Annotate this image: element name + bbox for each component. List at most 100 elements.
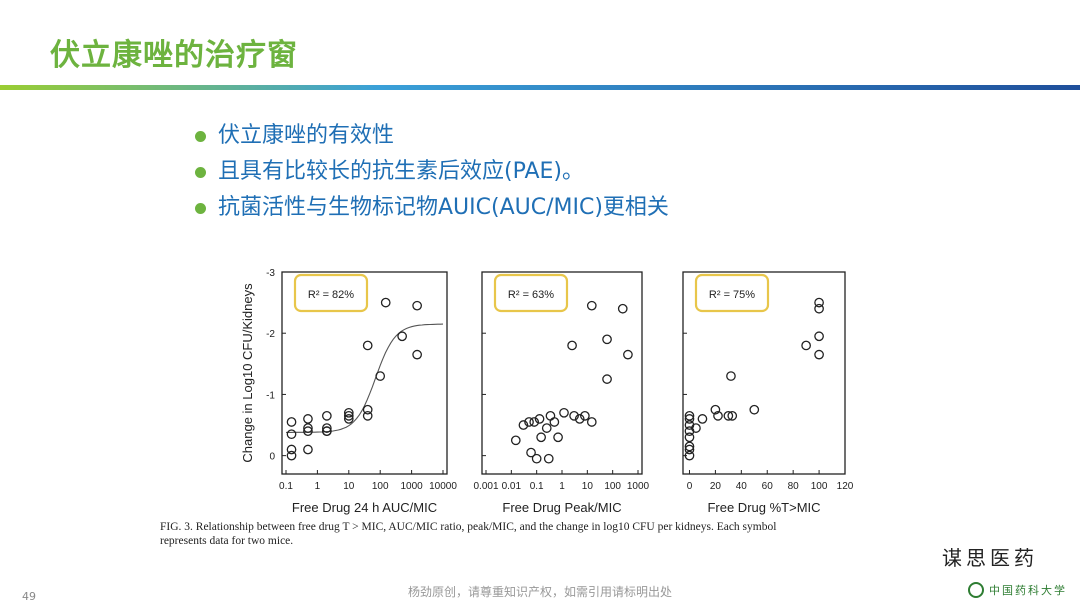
x-tick-label: 80	[788, 481, 800, 492]
data-point	[684, 410, 695, 421]
bullet-item: 抗菌活性与生物标记物AUIC(AUC/MIC)更相关	[195, 190, 669, 226]
data-point	[814, 331, 824, 342]
data-point	[586, 417, 597, 427]
logo-text: 中国药科大学	[989, 584, 1067, 597]
r-squared-label: R² = 82%	[308, 289, 354, 301]
bullet-dot-icon	[195, 166, 206, 178]
data-point	[303, 444, 313, 455]
title-underline-band	[0, 85, 1080, 90]
data-point	[343, 410, 354, 421]
x-tick-label: 100	[372, 481, 389, 492]
r-squared-label: R² = 75%	[709, 289, 755, 301]
data-point	[713, 410, 723, 421]
data-point	[543, 453, 554, 464]
data-point	[303, 414, 313, 424]
data-point	[534, 414, 545, 424]
data-point	[553, 432, 563, 443]
bullet-dot-icon	[195, 130, 206, 142]
data-point	[814, 303, 824, 314]
data-point	[710, 404, 721, 415]
x-tick-label: 10	[343, 481, 355, 492]
data-point	[541, 423, 552, 433]
x-tick-label: 1000	[627, 481, 650, 492]
data-point	[617, 303, 628, 314]
data-point	[362, 410, 373, 421]
data-point	[814, 349, 824, 360]
data-point	[412, 300, 422, 311]
bullet-text: 抗菌活性与生物标记物AUIC(AUC/MIC)更相关	[218, 195, 669, 220]
x-axis-label: Free Drug 24 h AUC/MIC	[292, 500, 437, 515]
data-point	[380, 297, 391, 308]
x-tick-label: 60	[762, 481, 774, 492]
data-point	[623, 349, 633, 360]
bullet-list: 伏立康唑的有效性 且具有比较长的抗生素后效应(PAE)。 抗菌活性与生物标记物A…	[195, 118, 669, 226]
data-point	[580, 410, 590, 421]
r-squared-label: R² = 63%	[508, 289, 554, 301]
data-point	[691, 423, 701, 433]
data-point	[545, 410, 556, 421]
x-tick-label: 0.001	[473, 481, 498, 492]
y-tick-label: -3	[266, 268, 275, 279]
data-point	[602, 374, 612, 384]
plot-frame	[682, 271, 846, 475]
data-point	[322, 410, 332, 421]
bullet-item: 伏立康唑的有效性	[195, 118, 669, 154]
bullet-text: 且具有比较长的抗生素后效应(PAE)。	[218, 159, 584, 184]
data-point	[567, 340, 577, 351]
data-point	[362, 340, 373, 351]
x-tick-label: 20	[710, 481, 722, 492]
x-tick-label: 40	[736, 481, 748, 492]
data-point	[518, 420, 529, 430]
data-point	[602, 334, 612, 345]
data-point	[684, 444, 695, 455]
data-point	[814, 297, 824, 308]
caption-line: FIG. 3. Relationship between free drug T…	[160, 521, 777, 533]
data-point	[801, 340, 811, 351]
r-squared-box	[293, 273, 369, 313]
copyright-note: 杨劲原创，请尊重知识产权，如需引用请标明出处	[407, 585, 672, 599]
y-axis-label: Change in Log10 CFU/Kidneys	[240, 283, 255, 463]
data-point	[524, 417, 534, 427]
x-tick-label: 1	[559, 481, 565, 492]
data-point	[559, 407, 569, 418]
data-point	[697, 414, 708, 424]
data-point	[286, 429, 297, 440]
x-tick-label: 1000	[400, 481, 423, 492]
y-tick-label: -1	[266, 390, 275, 401]
figure-caption: FIG. 3. Relationship between free drug T…	[160, 520, 940, 548]
data-point	[684, 450, 695, 461]
data-point	[286, 450, 297, 461]
bullet-item: 且具有比较长的抗生素后效应(PAE)。	[195, 154, 669, 190]
y-tick-label: 0	[269, 452, 275, 463]
x-tick-label: 100	[604, 481, 621, 492]
data-point	[529, 417, 540, 427]
data-point	[569, 410, 579, 421]
data-point	[727, 410, 738, 421]
x-tick-label: 120	[837, 481, 854, 492]
data-point	[322, 423, 332, 433]
data-point	[726, 371, 736, 381]
bullet-dot-icon	[195, 202, 206, 214]
data-point	[286, 417, 297, 427]
x-tick-label: 0.1	[279, 481, 293, 492]
caption-line: represents data for two mice.	[160, 535, 294, 547]
data-point	[586, 300, 597, 311]
university-logo: 中国药科大学	[968, 582, 1067, 598]
data-point	[375, 371, 386, 381]
data-point	[723, 410, 734, 421]
data-point	[574, 414, 585, 424]
bullet-text: 伏立康唑的有效性	[218, 123, 395, 148]
fit-curve	[286, 323, 444, 433]
data-point	[510, 435, 521, 446]
data-point	[397, 331, 407, 342]
data-point	[362, 404, 373, 415]
seal-icon	[968, 582, 984, 598]
x-tick-label: 10	[582, 481, 594, 492]
data-point	[536, 432, 546, 443]
x-tick-label: 100	[811, 481, 828, 492]
data-point	[343, 414, 354, 424]
page-number: 49	[22, 590, 36, 603]
data-point	[684, 441, 695, 452]
data-point	[749, 404, 760, 415]
